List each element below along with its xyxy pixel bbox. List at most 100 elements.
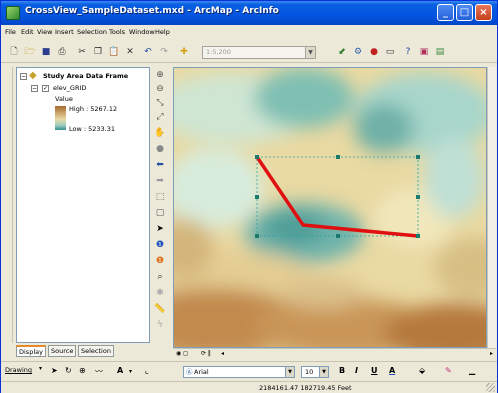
- font-color-button[interactable]: A: [389, 366, 396, 375]
- font-chevron-down-icon[interactable]: ▼: [285, 367, 294, 377]
- chevron-down-icon[interactable]: ▼: [305, 47, 315, 58]
- close-button[interactable]: ×: [475, 4, 492, 21]
- tab-selection[interactable]: Selection: [78, 345, 114, 357]
- lightning-icon[interactable]: ϟ: [157, 320, 163, 330]
- font-select[interactable]: Ⓐ Arial ▼: [183, 366, 295, 378]
- rotate-icon[interactable]: ↻: [65, 366, 72, 375]
- fixed-zoom-in-icon[interactable]: ⤡: [156, 98, 164, 108]
- open-icon[interactable]: 🗁: [24, 47, 36, 57]
- new-icon[interactable]: 🗋: [10, 47, 18, 57]
- font-size-value: 10: [305, 368, 314, 376]
- model-builder-icon[interactable]: ▣: [419, 47, 429, 57]
- globe-icon[interactable]: ●: [156, 144, 164, 154]
- hyperlink-icon[interactable]: ❶: [155, 256, 165, 266]
- pan-icon[interactable]: ✋: [154, 128, 166, 138]
- refresh-icon[interactable]: ⟳ ‖: [201, 350, 211, 357]
- menu-edit[interactable]: Edit: [21, 28, 34, 36]
- menu-tools[interactable]: Tools: [109, 28, 126, 36]
- forward-icon[interactable]: ➡: [156, 176, 164, 186]
- elevation-raster[interactable]: [174, 68, 487, 348]
- edit-vertices-icon[interactable]: ⌞: [145, 366, 149, 375]
- collapse-data-frame-toggle[interactable]: −: [20, 73, 27, 80]
- toc-low-label: Low : 5233.31: [69, 125, 116, 133]
- arccatalog-icon[interactable]: ●: [370, 47, 378, 57]
- measure-icon[interactable]: 📏: [154, 304, 166, 314]
- arcmap-app-icon: [6, 6, 20, 20]
- font-size-select[interactable]: 10 ▼: [301, 366, 329, 378]
- drawing-menu[interactable]: Drawing: [5, 366, 33, 374]
- vertical-scrollbar[interactable]: [487, 67, 496, 348]
- selection-handles[interactable]: [255, 155, 420, 238]
- zoom-to-selected-icon[interactable]: ⊕: [79, 366, 86, 375]
- new-text-icon[interactable]: A: [117, 366, 124, 375]
- layer-visibility-checkbox[interactable]: ✓: [42, 85, 49, 92]
- scroll-left-icon[interactable]: ◂: [221, 350, 225, 357]
- select-features-icon[interactable]: ⬚: [155, 192, 165, 202]
- select-icon[interactable]: ➤: [156, 224, 164, 234]
- line-color-icon[interactable]: ✎: [445, 366, 452, 375]
- menu-view[interactable]: View: [37, 28, 53, 36]
- toc-data-frame-name[interactable]: Study Area Data Frame: [43, 72, 129, 80]
- italic-button[interactable]: I: [355, 366, 358, 375]
- graph-icon[interactable]: ▤: [435, 47, 445, 57]
- whats-this-icon[interactable]: ?: [405, 47, 411, 57]
- back-icon[interactable]: ⬅: [156, 160, 164, 170]
- text-chevron-down-icon[interactable]: ▾: [129, 368, 133, 375]
- undo-icon[interactable]: ↶: [144, 47, 152, 57]
- status-bar: 2184161.47 182719.45 Feet: [1, 381, 497, 393]
- title-bar[interactable]: CrossView_SampleDataset.mxd - ArcMap - A…: [1, 1, 497, 25]
- bold-button[interactable]: B: [339, 366, 346, 375]
- copy-icon[interactable]: ❐: [93, 47, 103, 57]
- menu-file[interactable]: File: [5, 28, 16, 36]
- resize-grip[interactable]: [486, 383, 495, 392]
- cut-icon[interactable]: ✂: [78, 47, 86, 57]
- font-value: Arial: [194, 368, 209, 376]
- standard-toolbar: 🗋 🗁 ■ ⎙ ✂ ❐ 📋 ✕ ↶ ↷ ✚ 1:5,200 ▼ ⬋ ⚙ ● ▭ …: [1, 41, 497, 63]
- marker-color-icon[interactable]: ▁: [469, 366, 476, 375]
- menu-selection[interactable]: Selection: [77, 28, 107, 36]
- data-frame-icon: ◆: [29, 70, 37, 81]
- menu-insert[interactable]: Insert: [55, 28, 74, 36]
- tab-display[interactable]: Display: [16, 345, 46, 357]
- go-to-xy-icon[interactable]: ✱: [156, 288, 164, 298]
- cross-section-profile-line[interactable]: [255, 156, 419, 238]
- editor-toolbar-icon[interactable]: ⬋: [338, 47, 346, 57]
- arctoolbox-icon[interactable]: ⚙: [353, 47, 363, 57]
- delete-icon[interactable]: ✕: [126, 47, 134, 57]
- identify-icon[interactable]: ❶: [155, 240, 165, 250]
- menu-window[interactable]: Window: [129, 28, 155, 36]
- drawing-chevron-down-icon[interactable]: ▾: [39, 365, 43, 372]
- menu-bar: File Edit View Insert Selection Tools Wi…: [1, 26, 497, 40]
- layout-view-icon[interactable]: ◉ ◻: [176, 350, 189, 357]
- scroll-right-icon[interactable]: ▸: [489, 350, 493, 357]
- save-icon[interactable]: ■: [41, 47, 51, 57]
- maximize-button[interactable]: □: [456, 4, 473, 21]
- fill-color-icon[interactable]: ⬙: [419, 366, 426, 375]
- clear-selection-icon[interactable]: ▢: [155, 208, 165, 218]
- toc-grip[interactable]: [5, 67, 13, 343]
- zoom-out-icon[interactable]: ⊖: [156, 84, 164, 94]
- redo-icon[interactable]: ↷: [160, 47, 168, 57]
- toc-layer-name[interactable]: elev_GRID: [53, 84, 87, 92]
- window-title: CrossView_SampleDataset.mxd - ArcMap - A…: [25, 6, 279, 16]
- zoom-in-icon[interactable]: ⊕: [156, 70, 164, 80]
- map-display[interactable]: [173, 67, 487, 348]
- toc-high-label: High : 5267.12: [69, 105, 118, 113]
- font-icon: Ⓐ: [186, 368, 193, 376]
- find-icon[interactable]: ⌕: [157, 272, 163, 282]
- line-tool-icon[interactable]: 〰: [95, 367, 103, 376]
- underline-button[interactable]: U: [371, 366, 378, 375]
- paste-icon[interactable]: 📋: [108, 47, 120, 57]
- fixed-zoom-out-icon[interactable]: ⤢: [156, 112, 164, 122]
- print-icon[interactable]: ⎙: [58, 47, 66, 57]
- add-data-icon[interactable]: ✚: [180, 47, 188, 57]
- tab-source[interactable]: Source: [48, 345, 77, 357]
- menu-help[interactable]: Help: [155, 28, 170, 36]
- collapse-layer-toggle[interactable]: −: [31, 85, 38, 92]
- command-line-icon[interactable]: ▭: [385, 47, 395, 57]
- minimize-button[interactable]: _: [437, 4, 454, 21]
- select-elements-icon[interactable]: ➤: [51, 366, 58, 375]
- size-chevron-down-icon[interactable]: ▼: [319, 367, 328, 377]
- map-scale-box[interactable]: 1:5,200 ▼: [202, 46, 316, 59]
